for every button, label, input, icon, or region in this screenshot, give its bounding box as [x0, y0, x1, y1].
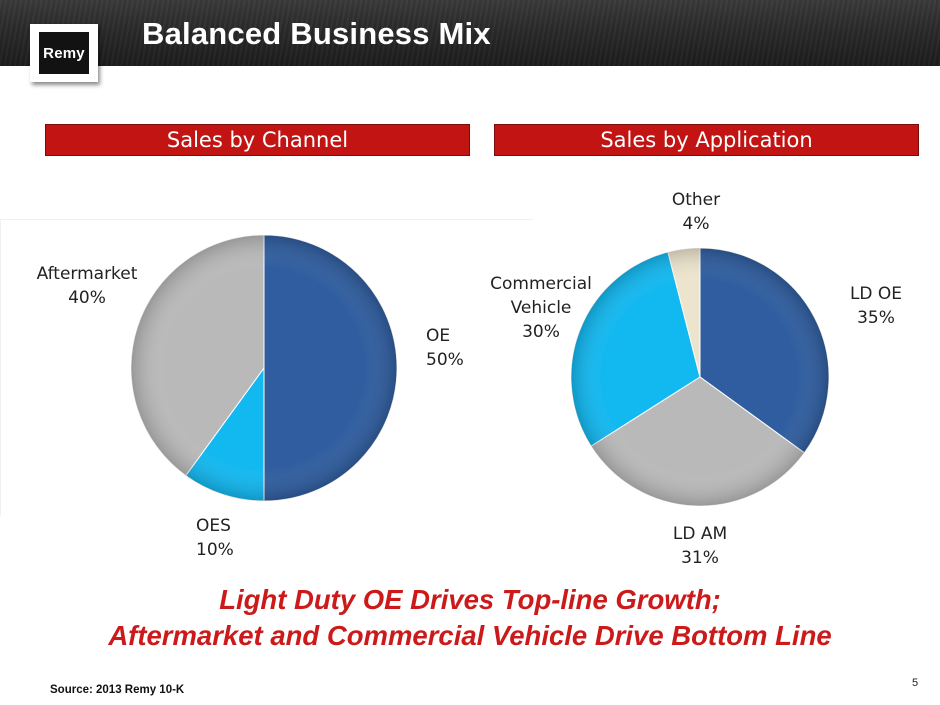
- aftermarket-label-name: Aftermarket: [36, 264, 138, 284]
- commercial-vehicle-slice-label: Commercial Vehicle 30%: [478, 272, 604, 344]
- oes-slice-label: OES 10%: [196, 514, 234, 562]
- remy-logo: Remy: [30, 24, 98, 82]
- channel-pie-chart: [130, 234, 398, 502]
- ld-oe-slice-label: LD OE 35%: [836, 282, 916, 330]
- channel-pie-shading: [131, 235, 397, 501]
- source-note: Source: 2013 Remy 10-K: [50, 684, 185, 696]
- ld-am-slice-label: LD AM 31%: [650, 522, 750, 570]
- oes-label-pct: 10%: [196, 540, 234, 560]
- logo-text: Remy: [43, 44, 85, 62]
- commercial-vehicle-label-line1: Commercial: [490, 274, 592, 294]
- application-pie-chart: [570, 247, 830, 507]
- ld-oe-label-pct: 35%: [857, 308, 895, 328]
- other-label-pct: 4%: [682, 214, 710, 234]
- oes-label-name: OES: [196, 516, 231, 536]
- commercial-vehicle-label-line2: Vehicle: [510, 298, 572, 318]
- page-number: 5: [912, 677, 919, 689]
- ld-am-label-name: LD AM: [672, 524, 728, 544]
- title-bar: [0, 0, 940, 66]
- commercial-vehicle-label-pct: 30%: [522, 322, 560, 342]
- application-pie-shading: [571, 248, 829, 506]
- tagline-line-2: Aftermarket and Commercial Vehicle Drive…: [108, 620, 832, 651]
- application-section-header: Sales by Application: [494, 124, 919, 156]
- oe-slice-label: OE 50%: [426, 324, 464, 372]
- tagline-line-1: Light Duty OE Drives Top-line Growth;: [219, 584, 721, 615]
- aftermarket-label-pct: 40%: [68, 288, 106, 308]
- oe-label-name: OE: [426, 326, 451, 346]
- aftermarket-slice-label: Aftermarket 40%: [28, 262, 146, 310]
- ld-oe-label-name: LD OE: [849, 284, 903, 304]
- slide-title: Balanced Business Mix: [142, 16, 491, 51]
- oe-label-pct: 50%: [426, 350, 464, 370]
- ld-am-label-pct: 31%: [681, 548, 719, 568]
- channel-section-header: Sales by Channel: [45, 124, 470, 156]
- other-slice-label: Other 4%: [656, 188, 736, 236]
- logo-badge: Remy: [39, 32, 89, 74]
- other-label-name: Other: [671, 190, 721, 210]
